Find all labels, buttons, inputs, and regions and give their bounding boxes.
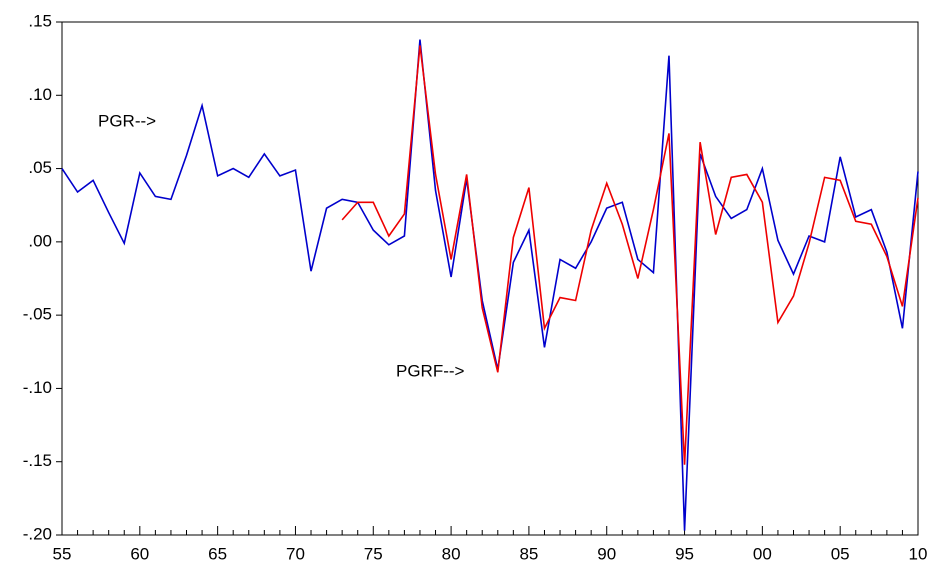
x-tick-label: 55 — [53, 544, 72, 563]
annotation: PGRF--> — [396, 361, 465, 380]
x-tick-label: 90 — [597, 544, 616, 563]
x-tick-label: 00 — [753, 544, 772, 563]
y-tick-label: -.10 — [23, 378, 52, 397]
x-tick-label: 10 — [909, 544, 928, 563]
x-tick-label: 75 — [364, 544, 383, 563]
annotation: PGR--> — [98, 111, 156, 130]
y-tick-label: .10 — [28, 85, 52, 104]
x-tick-label: 65 — [208, 544, 227, 563]
x-tick-label: 70 — [286, 544, 305, 563]
plot-frame — [61, 21, 919, 536]
y-tick-label: .00 — [28, 231, 52, 250]
series-line — [61, 39, 919, 531]
y-tick-label: -.20 — [23, 524, 52, 543]
y-tick-label: .15 — [28, 11, 52, 30]
y-tick-label: -.15 — [23, 451, 52, 470]
y-tick-label: -.05 — [23, 305, 52, 324]
x-tick-label: 60 — [130, 544, 149, 563]
x-tick-label: 85 — [519, 544, 538, 563]
x-tick-label: 05 — [831, 544, 850, 563]
y-tick-label: .05 — [28, 158, 52, 177]
x-tick-label: 80 — [442, 544, 461, 563]
x-tick-label: 95 — [675, 544, 694, 563]
series-line — [341, 45, 919, 465]
